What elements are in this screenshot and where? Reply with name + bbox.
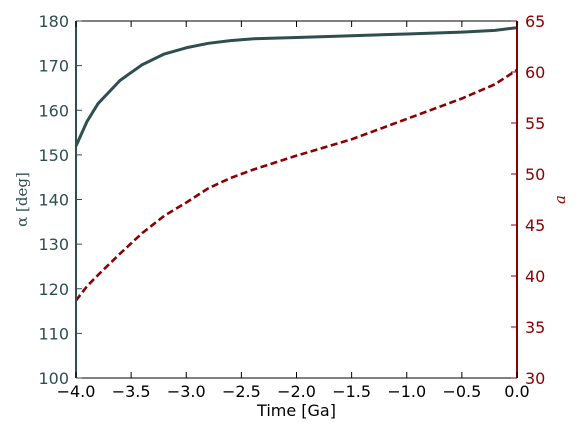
y-axis-left-label: α [deg]	[13, 172, 31, 227]
x-tick-label: −1.0	[387, 382, 426, 401]
y-left-tick-label: 150	[38, 146, 69, 165]
x-tick-label: −2.0	[277, 382, 316, 401]
y-right-tick-label: 60	[525, 63, 545, 82]
x-tick-label: −3.5	[112, 382, 151, 401]
y-left-tick-label: 140	[38, 191, 69, 210]
plot-background	[76, 21, 517, 378]
series-layer	[74, 26, 518, 302]
x-axis-label: Time [Ga]	[256, 401, 336, 420]
y-left-tick-label: 130	[38, 235, 69, 254]
y-right-tick-label: 50	[525, 165, 545, 184]
x-tick-label: −4.0	[57, 382, 96, 401]
x-tick-label: −0.5	[442, 382, 481, 401]
y-left-tick-label: 170	[38, 57, 69, 76]
y-right-tick-label: 30	[525, 369, 545, 388]
x-tick-label: 0.0	[504, 382, 529, 401]
y-right-tick-label: 55	[525, 114, 545, 133]
x-tick-label: −3.0	[167, 382, 206, 401]
series-line-right	[74, 68, 518, 302]
y-right-tick-label: 45	[525, 216, 545, 235]
y-left-tick-label: 180	[38, 12, 69, 31]
series-line-left	[74, 26, 518, 147]
y-right-tick-label: 35	[525, 318, 545, 337]
x-tick-label: −1.5	[332, 382, 371, 401]
axes-layer: −4.0 −3.5 −3.0 −2.5 −2.0 −1.5 −1.0 −0.5 0.0 100 11…	[38, 12, 545, 401]
y-left-tick-label: 110	[38, 324, 69, 343]
y-right-tick-label: 65	[525, 12, 545, 31]
y-right-tick-label: 40	[525, 267, 545, 286]
y-left-tick-label: 160	[38, 101, 69, 120]
y-left-tick-label: 100	[38, 369, 69, 388]
x-tick-label: −2.5	[222, 382, 261, 401]
plot-area	[76, 21, 517, 378]
y-axis-right-label: a	[551, 195, 569, 204]
y-left-tick-label: 120	[38, 280, 69, 299]
